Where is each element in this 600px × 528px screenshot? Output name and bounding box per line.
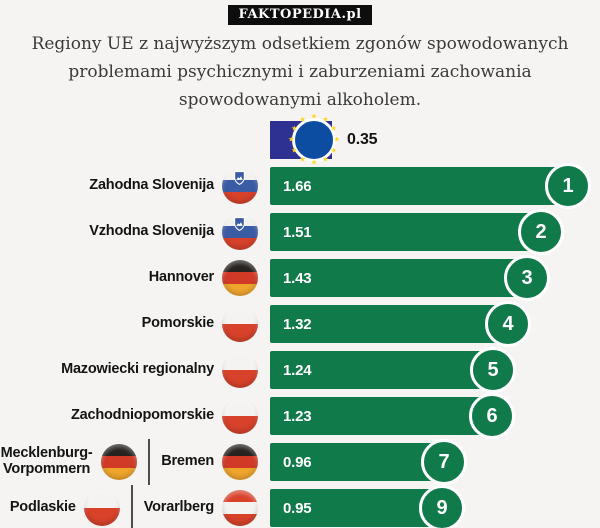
- region-label: Hannover: [148, 269, 214, 286]
- eu-star-icon: ★: [288, 136, 295, 144]
- flag-pl-icon: [222, 352, 258, 388]
- region-label: Pomorskie: [141, 315, 215, 332]
- chart-row: Vzhodna Slovenija 1.51 2: [0, 209, 600, 255]
- row-label-area: Vzhodna Slovenija: [0, 214, 270, 250]
- chart-row: Pomorskie 1.32 4: [0, 301, 600, 347]
- eu-star-icon: ★: [291, 125, 298, 133]
- flag-de-icon: [222, 444, 258, 480]
- value-bar: 1.66 1: [270, 163, 591, 209]
- slovenia-crest-icon: [234, 217, 245, 231]
- chart-row: Hannover 1.43 3: [0, 255, 600, 301]
- flag-pl-icon: [83, 490, 120, 526]
- flag-at-icon: [222, 490, 258, 526]
- rank-badge: 2: [518, 209, 564, 255]
- value-bar: 1.43 3: [270, 255, 550, 301]
- region-label: Podlaskie: [9, 499, 76, 516]
- rank-badge: 5: [470, 347, 516, 393]
- row-label-area: Mecklenburg-Vorpommern Bremen: [0, 439, 270, 485]
- chart-row: Zahodna Slovenija 1.66 1: [0, 163, 600, 209]
- bar-value: 0.95: [283, 499, 312, 517]
- flag-pl-icon: [222, 398, 258, 434]
- chart-row: Mazowiecki regionalny 1.24 5: [0, 347, 600, 393]
- bar-value: 0.96: [283, 453, 312, 471]
- value-bar: 1.23 6: [270, 393, 515, 439]
- value-bar: 1.32 4: [270, 301, 531, 347]
- row-label-area: Zachodniopomorskie: [0, 398, 270, 434]
- baseline-row: ★ ★ ★ ★ ★ ★ ★ ★ ★ ★ ★ ★ 0.35: [0, 114, 600, 166]
- value-bar: 1.51 2: [270, 209, 564, 255]
- row-label-area: Hannover: [0, 260, 270, 296]
- rank-badge: 1: [545, 163, 591, 209]
- region-label: Mazowiecki regionalny: [61, 361, 214, 378]
- chart-row: Podlaskie Vorarlberg 0.95 9: [0, 485, 600, 528]
- rank-badge: 3: [504, 255, 550, 301]
- flag-si-icon: [222, 168, 258, 204]
- region-label: Mecklenburg-Vorpommern: [0, 445, 93, 477]
- value-bar: 1.24 5: [270, 347, 516, 393]
- value-bar: 0.96 7: [270, 439, 467, 485]
- eu-star-icon: ★: [299, 116, 306, 124]
- eu-star-icon: ★: [310, 113, 318, 121]
- eu-star-icon: ★: [322, 116, 329, 124]
- rank-badge: 4: [485, 301, 531, 347]
- flag-pl-icon: [222, 306, 258, 342]
- rank-badge: 6: [469, 393, 515, 439]
- label-divider: [148, 439, 151, 485]
- row-label-area: Podlaskie Vorarlberg: [0, 485, 270, 528]
- region-label: Vzhodna Slovenija: [89, 223, 214, 240]
- chart-rows: Zahodna Slovenija 1.66 1 Vzhodna Slovenija 1…: [0, 163, 600, 528]
- chart-row: Zachodniopomorskie 1.23 6: [0, 393, 600, 439]
- region-label: Zahodna Slovenija: [89, 177, 214, 194]
- eu-star-icon: ★: [330, 147, 337, 155]
- title-line-2: problemami psychicznymi i zaburzeniami z…: [68, 62, 532, 82]
- flag-si-icon: [222, 214, 258, 250]
- bar-value: 1.24: [283, 361, 312, 379]
- bar-value: 1.43: [283, 269, 312, 287]
- row-label-area: Pomorskie: [0, 306, 270, 342]
- value-bar: 0.95 9: [270, 485, 465, 528]
- bar-value: 1.23: [283, 407, 312, 425]
- rank-badge: 7: [421, 439, 467, 485]
- region-label: Bremen: [161, 453, 214, 470]
- slovenia-crest-icon: [234, 171, 245, 185]
- eu-star-icon: ★: [291, 147, 298, 155]
- eu-baseline-bar: ★ ★ ★ ★ ★ ★ ★ ★ ★ ★ ★ ★: [270, 114, 340, 166]
- eu-flag-icon: ★ ★ ★ ★ ★ ★ ★ ★ ★ ★ ★ ★: [288, 114, 340, 167]
- eu-star-icon: ★: [330, 125, 337, 133]
- bar-value: 1.32: [283, 315, 312, 333]
- eu-star-icon: ★: [299, 156, 306, 164]
- rank-badge: 9: [419, 485, 465, 528]
- title-line-3: spowodowanymi alkoholem.: [178, 90, 422, 110]
- eu-star-icon: ★: [333, 136, 340, 144]
- title-line-1: Regiony UE z najwyższym odsetkiem zgonów…: [31, 34, 569, 54]
- chart-row: Mecklenburg-Vorpommern Bremen 0.96 7: [0, 439, 600, 485]
- region-label: Zachodniopomorskie: [70, 407, 214, 424]
- baseline-value: 0.35: [347, 131, 378, 148]
- flag-de-icon: [222, 260, 258, 296]
- bar-value: 1.66: [283, 177, 312, 195]
- page-title: Regiony UE z najwyższym odsetkiem zgonów…: [0, 30, 600, 114]
- label-divider: [130, 485, 133, 528]
- bar-value: 1.51: [283, 223, 312, 241]
- chart: ★ ★ ★ ★ ★ ★ ★ ★ ★ ★ ★ ★ 0.35 Zahodna Slovenija 1.66 1…: [0, 114, 600, 528]
- eu-star-icon: ★: [310, 159, 318, 167]
- flag-de-icon: [101, 444, 138, 480]
- row-label-area: Zahodna Slovenija: [0, 168, 270, 204]
- row-label-area: Mazowiecki regionalny: [0, 352, 270, 388]
- eu-star-icon: ★: [322, 156, 329, 164]
- brand-badge: FAKTOPEDIA.pl: [228, 5, 372, 25]
- region-label: Vorarlberg: [143, 499, 214, 516]
